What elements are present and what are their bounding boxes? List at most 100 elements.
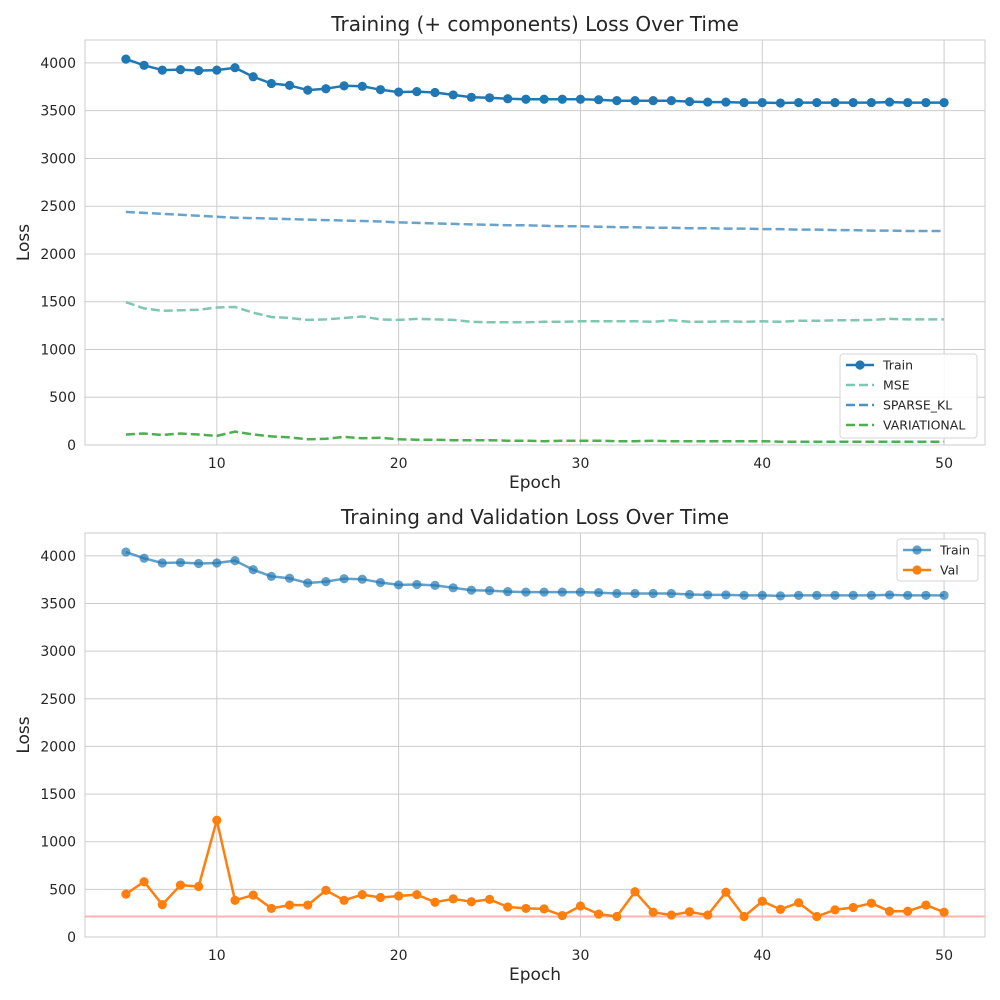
chart-title: Training and Validation Loss Over Time bbox=[340, 505, 729, 529]
data-point bbox=[867, 591, 876, 600]
data-point bbox=[321, 886, 330, 895]
data-point bbox=[521, 95, 530, 104]
data-point bbox=[249, 890, 258, 899]
y-tick-label: 3000 bbox=[40, 644, 76, 660]
series-sparse-kl bbox=[126, 212, 944, 231]
data-point bbox=[467, 897, 476, 906]
legend-label: MSE bbox=[883, 378, 910, 393]
data-point bbox=[503, 94, 512, 103]
data-point bbox=[649, 589, 658, 598]
data-point bbox=[776, 905, 785, 914]
data-point bbox=[576, 95, 585, 104]
data-point bbox=[303, 86, 312, 95]
data-point bbox=[521, 587, 530, 596]
data-point bbox=[230, 556, 239, 565]
series-line bbox=[126, 552, 944, 596]
data-point bbox=[285, 574, 294, 583]
data-point bbox=[667, 910, 676, 919]
data-point bbox=[721, 97, 730, 106]
legend-label: Train bbox=[939, 543, 970, 558]
y-tick-label: 3500 bbox=[40, 104, 76, 120]
data-point bbox=[849, 591, 858, 600]
data-point bbox=[412, 87, 421, 96]
y-tick-label: 4000 bbox=[40, 56, 76, 72]
data-point bbox=[430, 898, 439, 907]
data-point bbox=[721, 888, 730, 897]
data-point bbox=[303, 578, 312, 587]
legend-marker bbox=[912, 565, 921, 574]
data-point bbox=[321, 84, 330, 93]
data-point bbox=[139, 877, 148, 886]
series-line bbox=[126, 212, 944, 231]
data-point bbox=[939, 591, 948, 600]
chart-title: Training (+ components) Loss Over Time bbox=[330, 12, 739, 36]
data-point bbox=[885, 907, 894, 916]
data-point bbox=[485, 586, 494, 595]
data-point bbox=[794, 98, 803, 107]
data-point bbox=[885, 590, 894, 599]
y-tick-label: 500 bbox=[49, 882, 76, 898]
data-point bbox=[121, 55, 130, 64]
data-point bbox=[449, 90, 458, 99]
x-tick-label: 30 bbox=[572, 948, 590, 964]
data-point bbox=[667, 96, 676, 105]
y-tick-label: 1500 bbox=[40, 787, 76, 803]
data-point bbox=[776, 98, 785, 107]
data-point bbox=[558, 911, 567, 920]
data-point bbox=[467, 586, 476, 595]
data-point bbox=[921, 591, 930, 600]
data-point bbox=[867, 899, 876, 908]
data-point bbox=[212, 558, 221, 567]
y-tick-label: 0 bbox=[67, 930, 76, 946]
data-point bbox=[158, 65, 167, 74]
data-point bbox=[776, 591, 785, 600]
data-point bbox=[612, 589, 621, 598]
data-point bbox=[339, 574, 348, 583]
series-mse bbox=[126, 302, 944, 322]
data-point bbox=[867, 98, 876, 107]
data-point bbox=[630, 96, 639, 105]
data-point bbox=[703, 97, 712, 106]
data-point bbox=[376, 893, 385, 902]
data-point bbox=[485, 93, 494, 102]
y-axis-label: Loss bbox=[14, 716, 34, 753]
data-point bbox=[921, 900, 930, 909]
data-point bbox=[685, 97, 694, 106]
data-point bbox=[503, 587, 512, 596]
data-point bbox=[703, 590, 712, 599]
data-point bbox=[358, 890, 367, 899]
data-point bbox=[176, 880, 185, 889]
data-point bbox=[285, 900, 294, 909]
data-point bbox=[812, 98, 821, 107]
legend-label: VARIATIONAL bbox=[883, 418, 965, 433]
x-tick-label: 50 bbox=[935, 948, 953, 964]
chart-panel-2: 10 20 30 40 50050010001500200025003000350040… bbox=[14, 505, 985, 985]
data-point bbox=[412, 890, 421, 899]
data-point bbox=[630, 887, 639, 896]
data-point bbox=[539, 587, 548, 596]
data-point bbox=[721, 590, 730, 599]
data-point bbox=[358, 82, 367, 91]
data-point bbox=[376, 578, 385, 587]
data-point bbox=[394, 580, 403, 589]
data-point bbox=[612, 912, 621, 921]
data-point bbox=[649, 908, 658, 917]
y-tick-label: 4000 bbox=[40, 549, 76, 565]
data-point bbox=[939, 98, 948, 107]
legend-label: Train bbox=[882, 358, 913, 373]
data-point bbox=[467, 93, 476, 102]
data-point bbox=[449, 583, 458, 592]
y-tick-label: 2500 bbox=[40, 199, 76, 215]
chart-panel-1: 10 20 30 40 50050010001500200025003000350040… bbox=[14, 12, 985, 493]
data-point bbox=[612, 96, 621, 105]
data-point bbox=[267, 79, 276, 88]
data-point bbox=[194, 882, 203, 891]
y-axis-label: Loss bbox=[14, 224, 34, 261]
data-point bbox=[794, 591, 803, 600]
data-point bbox=[685, 907, 694, 916]
data-point bbox=[558, 587, 567, 596]
data-point bbox=[358, 575, 367, 584]
y-tick-label: 2000 bbox=[40, 739, 76, 755]
x-tick-label: 10 bbox=[208, 456, 226, 472]
data-point bbox=[249, 565, 258, 574]
